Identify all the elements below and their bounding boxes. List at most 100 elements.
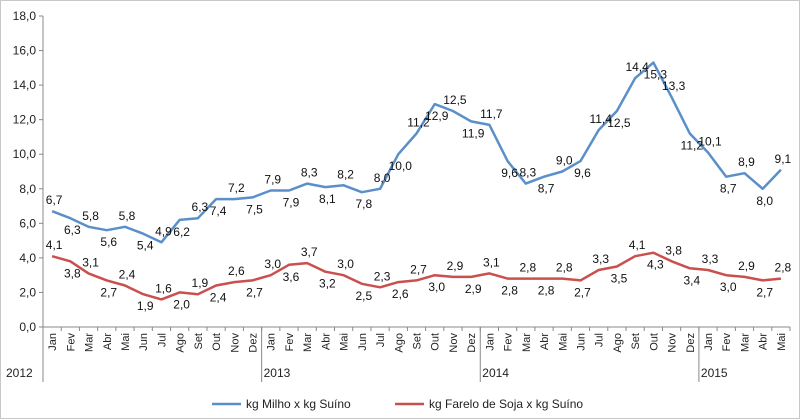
x-tick-label: Mar [84,333,96,352]
data-label: 3,0 [264,257,281,271]
data-label: 4,1 [629,238,646,252]
series-line-0 [51,61,782,244]
x-tick-label: Mar [521,333,533,352]
data-label: 2,7 [574,285,591,299]
data-label: 1,6 [155,281,172,295]
x-tick-label: Jan [47,333,59,351]
data-label: 8,0 [374,171,391,185]
data-label: 2,8 [775,261,792,275]
data-label: 9,0 [556,154,573,168]
x-tick-label: Jun [357,333,369,351]
data-label: 5,8 [82,209,99,223]
data-label: 2,7 [756,285,773,299]
x-tick-label: Jul [375,333,387,347]
x-tick-label: Mai [557,333,569,351]
x-tick-label: Nov [667,333,679,353]
x-tick-label: Dez [685,333,697,353]
data-label: 8,7 [720,182,737,196]
year-label: 2014 [482,366,509,380]
x-tick-label: Set [412,333,424,350]
data-label: 11,4 [589,112,612,126]
data-label: 8,3 [519,166,536,180]
y-tick-label: 14,0 [13,78,37,92]
data-label: 11,7 [480,107,503,121]
data-label: 2,7 [100,285,117,299]
data-label: 3,3 [592,252,609,266]
y-tick-label: 0,0 [19,320,36,334]
data-labels: 6,76,35,85,65,85,44,9 6,26,3 7,47,27,57,97… [46,60,792,313]
data-label: 9,1 [775,152,792,166]
data-label: 14,4 [625,60,649,74]
x-tick-label: Abr [539,333,551,350]
y-tick-label: 8,0 [19,182,36,196]
x-tick-label: Dez [466,333,478,353]
data-label: 2,7 [410,262,427,276]
data-label: 3,4 [683,273,700,287]
x-tick-label: Mai [120,333,132,351]
data-label: 2,9 [738,259,755,273]
x-tick-label: Jan [703,333,715,351]
data-label: 2,6 [392,287,409,301]
data-label: 5,4 [137,239,154,253]
data-label: 3,3 [702,252,719,266]
data-label: 8,7 [538,182,555,196]
x-tick-label: Ago [393,333,405,353]
x-tick-label: Set [630,333,642,350]
x-tick-label: Dez [248,333,260,353]
data-label: 10,1 [698,134,722,148]
x-tick-label: Out [211,333,223,351]
data-label: 11,2 [407,115,430,129]
data-label: 8,1 [319,192,336,206]
data-label: 8,3 [301,166,318,180]
y-tick-label: 10,0 [13,147,37,161]
x-tick-label: Fev [721,333,733,352]
data-label: 3,8 [64,266,81,280]
y-tick-label: 18,0 [13,9,37,23]
x-tick-label: Ago [612,333,624,353]
x-tick-label: Abr [102,333,114,350]
year-label: 2015 [701,366,728,380]
data-label: 7,5 [246,202,263,216]
x-tick-label: Fev [503,333,515,352]
data-label: 7,9 [283,196,300,210]
data-label: 6,3 [192,200,209,214]
data-label: 15,3 [644,68,668,82]
data-label: 2,9 [447,259,464,273]
data-label: 9,6 [501,166,518,180]
data-label: 3,0 [720,280,737,294]
x-tick-label: Nov [448,333,460,353]
x-tick-label: Jan [266,333,278,351]
data-label: 6,3 [64,223,81,237]
year-label: 2013 [264,366,291,380]
x-tick-label: Ago [175,333,187,353]
legend: kg Milho x kg Suíno kg Farelo de Soja x k… [212,397,583,411]
data-label: 3,6 [283,270,300,284]
data-label: 7,2 [228,181,245,195]
x-tick-label: Jun [138,333,150,351]
data-label: 6,7 [46,193,63,207]
data-label: 4,1 [46,238,63,252]
y-axis: 0,0 2,0 4,0 6,0 8,0 10,0 12,0 14,0 16,0 18,0 [13,9,44,334]
data-label: 5,6 [100,235,117,249]
data-label: 3,7 [301,245,318,259]
x-tick-label: Jul [156,333,168,347]
data-label: 2,8 [519,261,536,275]
data-label: 1,9 [192,276,209,290]
x-axis: Jan Fev Mar Abr Mai Jun Jul Ago Set Out Nov Dez Jan F… [6,326,791,382]
x-tick-label: Out [430,333,442,351]
x-tick-label: Mar [302,333,314,352]
series-line-1 [51,251,782,301]
data-label: 2,8 [556,261,573,275]
x-tick-label: Fev [284,333,296,352]
data-label: 6,2 [173,225,190,239]
data-label: 3,5 [611,272,628,286]
series-lines [51,61,782,301]
x-tick-label: Mar [739,333,751,352]
x-tick-label: Abr [758,333,770,350]
x-tick-label: Abr [320,333,332,350]
data-label: 12,5 [607,116,631,130]
y-tick-label: 12,0 [13,113,37,127]
legend-label: kg Farelo de Soja x kg Suíno [429,397,583,411]
data-label: 2,9 [465,282,482,296]
data-label: 12,5 [443,93,467,107]
